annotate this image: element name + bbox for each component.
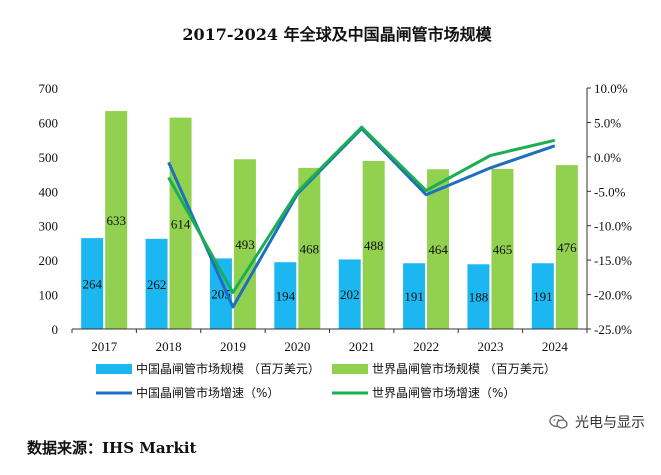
bar-china [403, 263, 426, 329]
x-tick-label: 2023 [477, 339, 503, 354]
data-label-world: 493 [235, 237, 255, 252]
x-tick-label: 2019 [220, 339, 246, 354]
bar-china [338, 259, 361, 329]
data-label-china: 191 [533, 289, 553, 304]
legend: 中国晶闸管市场规模 （百万美元） 世界晶闸管市场规模 （百万美元） 中国晶闸管市场增… [96, 361, 556, 400]
x-tick-label: 2021 [349, 339, 375, 354]
x-tick-label: 2022 [413, 339, 439, 354]
x-tick-label: 2018 [156, 339, 182, 354]
data-label-world: 614 [171, 216, 191, 231]
y-tick-left: 100 [39, 288, 59, 303]
data-label-china: 264 [82, 277, 102, 292]
bar-china [81, 238, 104, 329]
data-label-world: 488 [364, 238, 384, 253]
data-label-china: 202 [340, 287, 360, 302]
bar-world [427, 169, 450, 329]
data-label-china: 188 [469, 290, 489, 305]
data-label-world: 464 [428, 242, 448, 257]
data-label-world: 476 [557, 240, 577, 255]
bar-world [491, 168, 514, 329]
y-tick-right: 5.0% [594, 115, 621, 130]
data-label-china: 194 [276, 289, 296, 304]
y-tick-left: 200 [39, 253, 59, 268]
chart-title: 2017-2024 年全球及中国晶闸管市场规模 [182, 25, 492, 44]
data-label-china: 191 [404, 289, 424, 304]
y-tick-left: 500 [39, 150, 59, 165]
bar-world [298, 167, 321, 329]
legend-swatch-1 [332, 364, 368, 374]
y-tick-left: 600 [39, 115, 59, 130]
lines-layer [167, 125, 556, 309]
data-label-world: 468 [300, 241, 320, 256]
data-label-china: 262 [147, 277, 167, 292]
data-label-world: 465 [493, 242, 513, 257]
x-tick-label: 2020 [284, 339, 310, 354]
x-tick-label: 2017 [91, 339, 118, 354]
legend-label-3: 世界晶闸管市场增速（%） [372, 385, 515, 400]
y-tick-right: -10.0% [594, 219, 632, 234]
x-tick-label: 2024 [542, 339, 569, 354]
bar-world [233, 159, 256, 329]
bar-china [145, 238, 168, 329]
bar-china [531, 263, 554, 329]
data-label-world: 633 [106, 213, 126, 228]
y-tick-right: 0.0% [594, 150, 621, 165]
y-tick-left: 300 [39, 219, 59, 234]
y-tick-right: -5.0% [594, 184, 626, 199]
y-tick-right: -25.0% [594, 322, 632, 337]
legend-label-2: 中国晶闸管市场增速（%） [136, 385, 279, 400]
bar-world [169, 117, 192, 329]
watermark: 光电与显示 [549, 412, 645, 432]
y-tick-left: 0 [52, 322, 59, 337]
y-tick-right: 10.0% [594, 81, 628, 96]
source-note: 数据来源：IHS Markit [27, 439, 197, 457]
watermark-label: 光电与显示 [575, 415, 645, 431]
bar-china [209, 258, 232, 329]
bar-china [467, 264, 490, 329]
legend-label-0: 中国晶闸管市场规模 （百万美元） [136, 361, 320, 376]
bar-world [105, 111, 128, 330]
y-tick-left: 400 [39, 184, 59, 199]
bar-china [274, 262, 297, 329]
bars-layer: 2646332626142054931944682024881914641884… [81, 111, 578, 330]
line-world-growth [167, 125, 556, 294]
bar-world [555, 165, 578, 329]
y-tick-right: -15.0% [594, 253, 632, 268]
legend-swatch-0 [96, 364, 132, 374]
y-tick-left: 700 [39, 81, 59, 96]
y-tick-right: -20.0% [594, 288, 632, 303]
wechat-icon [549, 414, 568, 429]
axes-layer: 0 100 200 300 400 500 600 700 -25.0% -20.0% -15.0%… [39, 81, 633, 354]
bar-world [362, 160, 385, 329]
legend-label-1: 世界晶闸管市场规模 （百万美元） [372, 361, 556, 376]
